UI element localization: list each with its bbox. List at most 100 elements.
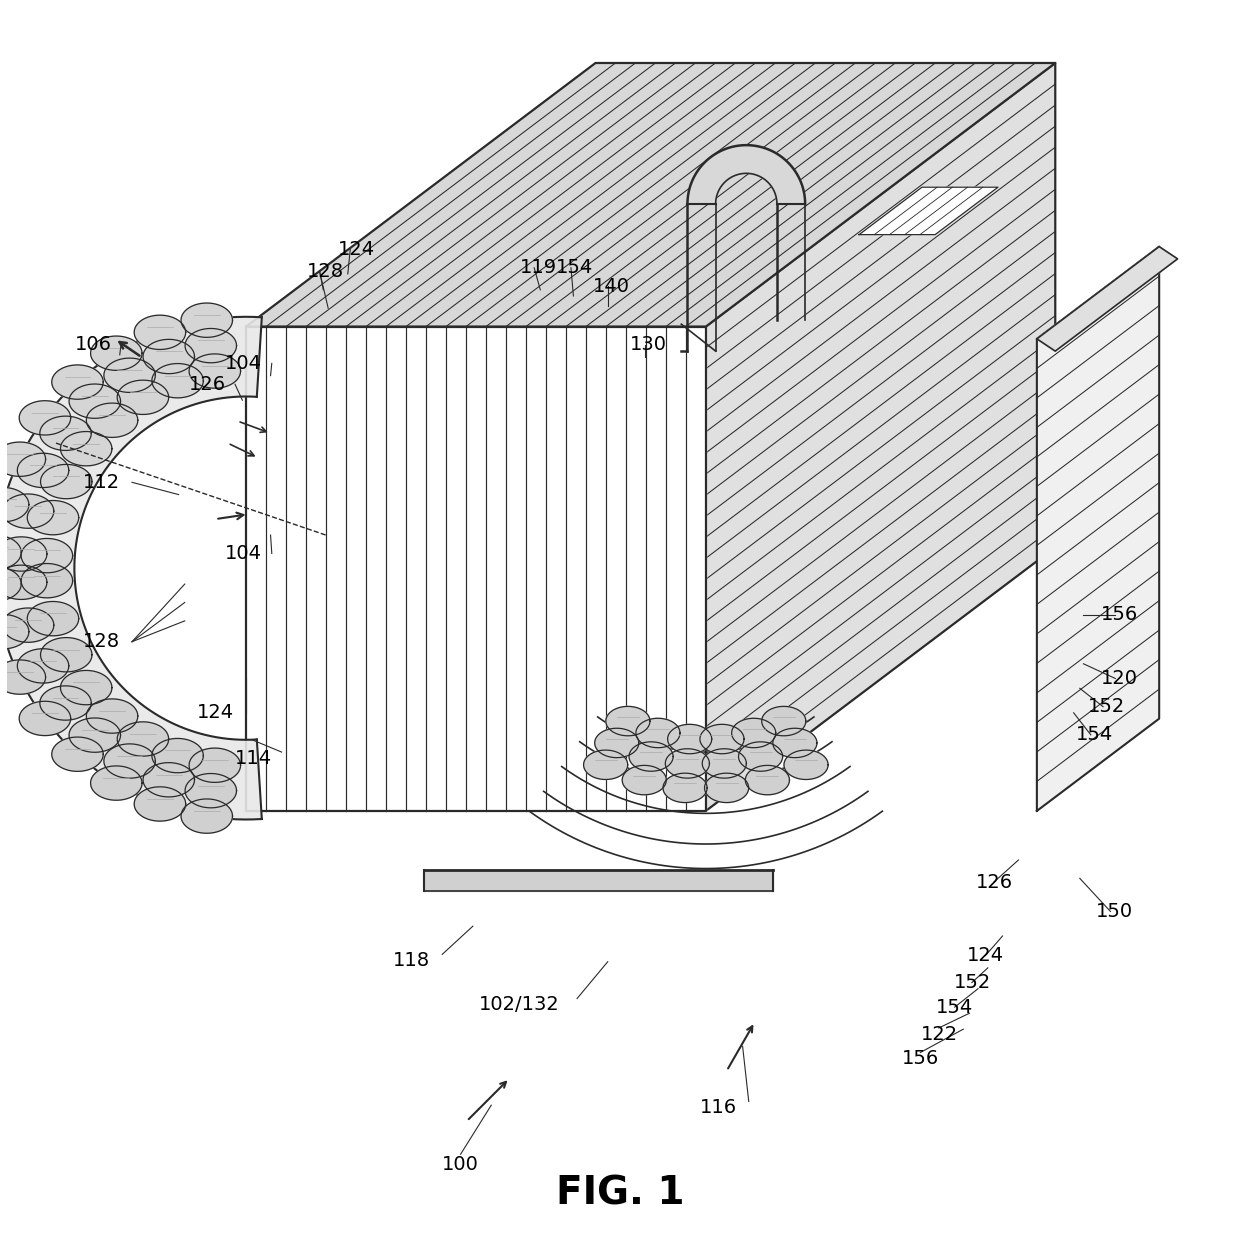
Polygon shape [704,774,749,803]
Polygon shape [595,729,639,757]
Polygon shape [666,749,709,779]
Polygon shape [0,537,47,571]
Text: 130: 130 [630,336,667,355]
Text: 128: 128 [308,262,345,281]
Text: 120: 120 [1101,668,1137,688]
Polygon shape [0,535,21,569]
Polygon shape [118,380,169,415]
Polygon shape [91,766,143,800]
Text: 150: 150 [1096,902,1133,920]
Text: 154: 154 [1076,725,1114,745]
Polygon shape [21,563,73,598]
Polygon shape [52,737,103,771]
Polygon shape [61,671,112,705]
Text: 154: 154 [557,258,594,277]
Polygon shape [0,317,262,820]
Text: 128: 128 [83,632,120,651]
Polygon shape [134,315,186,350]
Polygon shape [104,359,155,393]
Polygon shape [663,774,707,803]
Text: 154: 154 [936,998,973,1017]
Polygon shape [699,725,744,754]
Polygon shape [27,602,78,636]
Polygon shape [0,567,21,601]
Text: 116: 116 [699,1099,737,1117]
Polygon shape [27,500,78,534]
Polygon shape [667,725,712,754]
Text: 104: 104 [226,354,262,372]
Polygon shape [0,614,29,648]
Polygon shape [52,365,103,399]
Polygon shape [1037,247,1178,351]
Polygon shape [0,443,46,477]
Text: 140: 140 [593,277,630,296]
Text: 104: 104 [226,544,262,563]
Text: 156: 156 [901,1050,939,1068]
Polygon shape [745,765,790,795]
Polygon shape [153,739,203,772]
Polygon shape [424,870,774,890]
Text: 114: 114 [236,749,272,767]
Text: 106: 106 [74,336,112,355]
Polygon shape [859,187,998,234]
Polygon shape [2,494,53,528]
Polygon shape [143,340,195,374]
Polygon shape [181,799,233,833]
Polygon shape [181,303,233,337]
Polygon shape [41,464,92,499]
Text: FIG. 1: FIG. 1 [556,1175,684,1213]
Polygon shape [584,750,627,780]
Polygon shape [69,384,120,419]
Polygon shape [629,742,673,771]
Polygon shape [143,762,195,798]
Polygon shape [40,416,92,450]
Polygon shape [2,608,53,642]
Polygon shape [21,538,73,573]
Polygon shape [702,749,746,779]
Text: 122: 122 [920,1025,957,1043]
Text: 100: 100 [443,1155,479,1174]
Text: 102/132: 102/132 [479,996,559,1014]
Polygon shape [606,706,650,736]
Polygon shape [17,453,68,488]
Polygon shape [246,63,1055,326]
Polygon shape [0,488,29,522]
Polygon shape [118,722,169,756]
Text: 126: 126 [976,873,1013,892]
Polygon shape [185,329,237,362]
Polygon shape [773,729,817,757]
Polygon shape [739,742,782,771]
Text: 112: 112 [83,473,120,492]
Text: 124: 124 [967,946,1004,966]
Polygon shape [91,336,143,370]
Polygon shape [636,719,680,747]
Polygon shape [622,765,666,795]
Text: 118: 118 [393,951,430,971]
Polygon shape [246,326,706,811]
Polygon shape [69,719,120,752]
Polygon shape [20,401,71,435]
Polygon shape [17,648,68,683]
Text: 152: 152 [954,973,991,992]
Polygon shape [41,637,92,672]
Polygon shape [153,364,203,398]
Polygon shape [190,354,241,389]
Polygon shape [706,63,1055,811]
Polygon shape [61,431,112,465]
Text: 124: 124 [339,240,376,258]
Polygon shape [1037,247,1159,811]
Polygon shape [87,403,138,438]
Polygon shape [40,686,92,720]
Polygon shape [185,774,237,808]
Polygon shape [104,744,155,779]
Polygon shape [190,749,241,782]
Polygon shape [687,145,805,204]
Text: 126: 126 [188,375,226,394]
Text: 152: 152 [1089,697,1126,716]
Polygon shape [732,719,776,747]
Polygon shape [784,750,828,780]
Polygon shape [134,786,186,821]
Text: 156: 156 [1101,606,1138,624]
Polygon shape [0,660,46,695]
Text: 119: 119 [520,258,557,277]
